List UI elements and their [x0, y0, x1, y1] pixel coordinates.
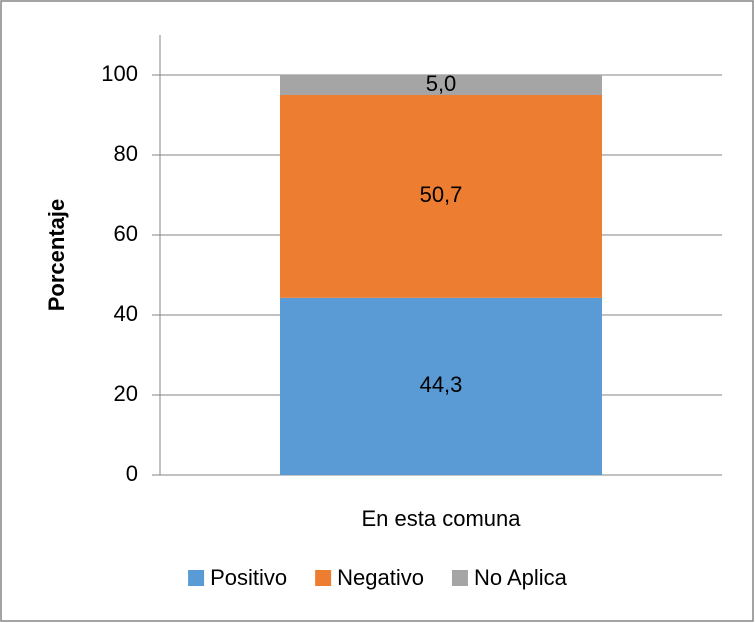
- legend-label: Positivo: [210, 565, 287, 590]
- y-tick-label: 0: [126, 461, 138, 486]
- y-axis-title: Porcentaje: [44, 199, 69, 312]
- bar-segment: [279, 95, 603, 298]
- y-tick-label: 100: [101, 61, 138, 86]
- legend-swatch: [315, 570, 332, 586]
- y-tick-label: 20: [114, 381, 138, 406]
- legend-swatch: [188, 570, 205, 586]
- data-label: 50,7: [420, 182, 463, 207]
- y-tick-label: 80: [114, 141, 138, 166]
- data-label: 5,0: [426, 71, 457, 96]
- x-tick-label: En esta comuna: [362, 506, 522, 531]
- bar-segment: [279, 75, 603, 95]
- legend-label: Negativo: [337, 565, 424, 590]
- bar-segment: [279, 297, 603, 475]
- legend-swatch: [451, 570, 468, 586]
- y-tick-label: 60: [114, 221, 138, 246]
- legend-label: No Aplica: [474, 565, 568, 590]
- data-label: 44,3: [420, 372, 463, 397]
- y-tick-label: 40: [114, 301, 138, 326]
